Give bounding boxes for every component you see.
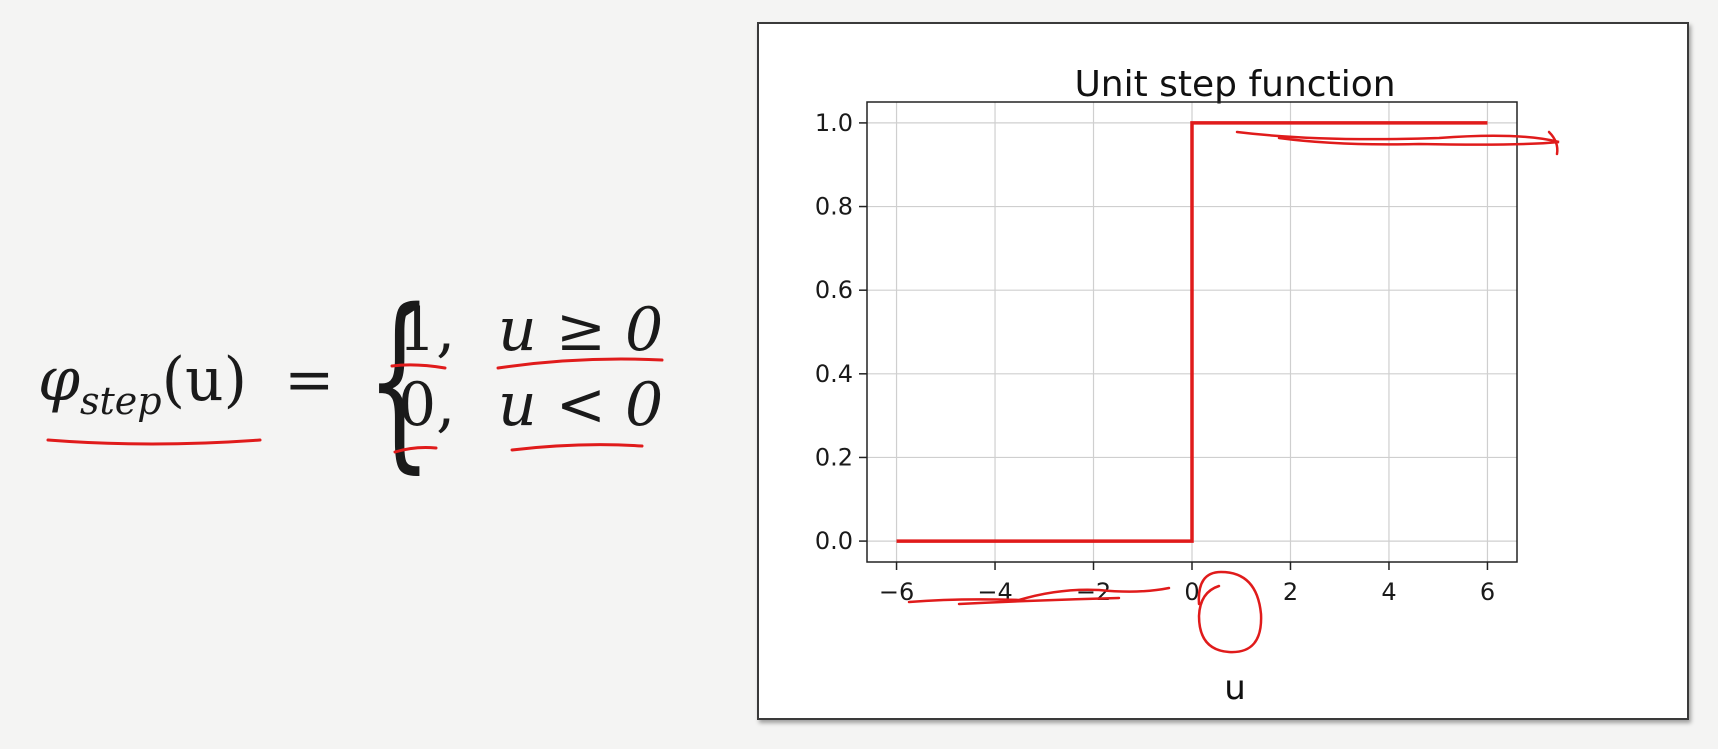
x-tick-label: 4 (1381, 578, 1396, 606)
x-tick-label: 6 (1480, 578, 1495, 606)
case-value-2: 0, (398, 370, 456, 440)
y-tick-label: 0.8 (815, 193, 853, 221)
scribble-top-line (1235, 130, 1560, 146)
case-condition-1: u ≥ 0 (498, 295, 664, 365)
axis-ticks: −6 −4 −2 0 2 4 60.00.20.40.60.81.0 (815, 109, 1495, 606)
chart-ink-annotations (907, 130, 1560, 654)
step-function-chart: Unit step function −6 −4 −2 0 2 4 60.00.20.40.… (815, 64, 1560, 708)
x-tick-label: −2 (1076, 578, 1111, 606)
scribble-bottom-line (907, 586, 1171, 606)
phi-argument: (u) (161, 345, 248, 415)
chart-panel: Unit step function −6 −4 −2 0 2 4 6 0.0 0.2 0.4 0.… (757, 22, 1689, 720)
scribble-top-end (1547, 130, 1559, 156)
series-layer (896, 121, 1488, 543)
x-tick-label: 2 (1283, 578, 1298, 606)
y-tick-label: 0.0 (815, 527, 853, 555)
y-tick-label: 0.6 (815, 276, 853, 304)
case-condition-2: u < 0 (498, 370, 664, 440)
step-series-line (896, 121, 1488, 543)
formula-lhs: φstep(u) = (38, 345, 334, 423)
circle-around-zero (1197, 570, 1263, 654)
y-tick-label: 0.2 (815, 443, 853, 471)
chart-title: Unit step function (1074, 64, 1395, 105)
cases-brace: { (366, 269, 433, 490)
phi-subscript: step (80, 379, 162, 423)
phi-symbol: φ (38, 345, 81, 415)
x-tick-label: 0 (1184, 578, 1199, 606)
equals-sign: = (284, 345, 335, 415)
case-value-1: 1, (398, 295, 456, 365)
step-function-formula: φstep(u) = { 1, u ≥ 0 0, u < 0 (38, 285, 678, 475)
x-axis-label: u (1224, 668, 1246, 708)
y-tick-label: 1.0 (815, 109, 853, 137)
y-tick-label: 0.4 (815, 360, 853, 388)
